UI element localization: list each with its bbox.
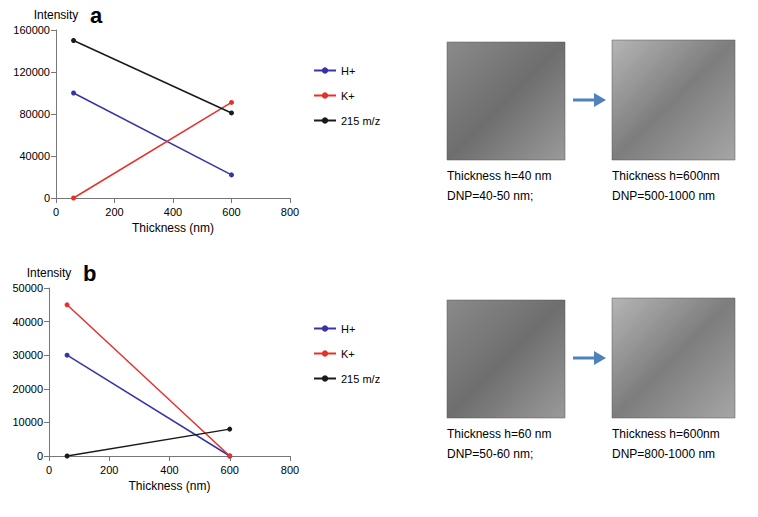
svg-text:DNP=800-1000 nm: DNP=800-1000 nm: [612, 447, 715, 461]
svg-text:0: 0: [53, 206, 59, 218]
svg-text:H+: H+: [341, 323, 355, 335]
svg-text:20000: 20000: [12, 383, 43, 395]
svg-text:80000: 80000: [19, 108, 50, 120]
svg-text:600: 600: [222, 206, 240, 218]
svg-text:0: 0: [44, 192, 50, 204]
svg-text:Thickness h=60 nm: Thickness h=60 nm: [447, 427, 551, 441]
svg-text:Thickness (nm): Thickness (nm): [132, 221, 214, 235]
svg-text:Thickness (nm): Thickness (nm): [128, 479, 210, 493]
svg-text:K+: K+: [341, 348, 355, 360]
svg-text:DNP=40-50 nm;: DNP=40-50 nm;: [447, 189, 533, 203]
svg-text:50000: 50000: [12, 282, 43, 294]
svg-text:40000: 40000: [19, 150, 50, 162]
svg-text:H+: H+: [341, 65, 355, 77]
svg-text:Thickness h=600nm: Thickness h=600nm: [612, 169, 720, 183]
svg-text:a: a: [90, 3, 103, 28]
svg-text:400: 400: [164, 206, 182, 218]
svg-text:0: 0: [37, 450, 43, 462]
svg-text:200: 200: [105, 206, 123, 218]
svg-text:0: 0: [46, 464, 52, 476]
svg-text:DNP=50-60 nm;: DNP=50-60 nm;: [447, 447, 533, 461]
svg-text:160000: 160000: [13, 24, 50, 36]
svg-text:10000: 10000: [12, 416, 43, 428]
svg-text:Thickness h=40 nm: Thickness h=40 nm: [447, 169, 551, 183]
svg-text:Intensity: Intensity: [34, 8, 79, 22]
svg-text:800: 800: [281, 206, 299, 218]
svg-text:30000: 30000: [12, 349, 43, 361]
svg-text:40000: 40000: [12, 316, 43, 328]
svg-text:120000: 120000: [13, 66, 50, 78]
svg-text:600: 600: [221, 464, 239, 476]
svg-text:K+: K+: [341, 90, 355, 102]
svg-text:200: 200: [100, 464, 118, 476]
svg-text:Thickness h=600nm: Thickness h=600nm: [612, 427, 720, 441]
svg-text:215 m/z: 215 m/z: [341, 115, 380, 127]
svg-text:DNP=500-1000 nm: DNP=500-1000 nm: [612, 189, 715, 203]
svg-text:215 m/z: 215 m/z: [341, 373, 380, 385]
svg-text:b: b: [83, 261, 96, 286]
svg-text:400: 400: [160, 464, 178, 476]
svg-text:Intensity: Intensity: [27, 266, 72, 280]
svg-text:800: 800: [281, 464, 299, 476]
